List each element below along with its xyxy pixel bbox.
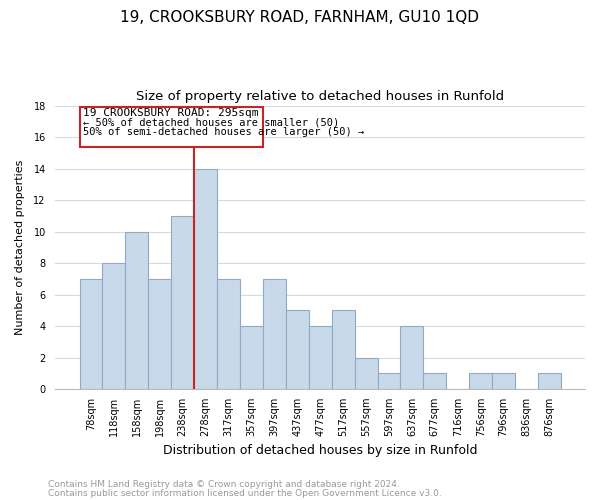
Bar: [377, 374, 400, 389]
Bar: [355, 358, 377, 389]
Text: ← 50% of detached houses are smaller (50): ← 50% of detached houses are smaller (50…: [83, 117, 339, 127]
Bar: [309, 326, 332, 389]
Bar: [469, 374, 492, 389]
Title: Size of property relative to detached houses in Runfold: Size of property relative to detached ho…: [136, 90, 504, 103]
Y-axis label: Number of detached properties: Number of detached properties: [15, 160, 25, 335]
Bar: [538, 374, 561, 389]
Bar: [286, 310, 309, 389]
X-axis label: Distribution of detached houses by size in Runfold: Distribution of detached houses by size …: [163, 444, 478, 458]
Bar: [194, 168, 217, 389]
FancyBboxPatch shape: [80, 107, 263, 148]
Text: Contains public sector information licensed under the Open Government Licence v3: Contains public sector information licen…: [48, 488, 442, 498]
Bar: [217, 279, 240, 389]
Bar: [148, 279, 171, 389]
Text: 19, CROOKSBURY ROAD, FARNHAM, GU10 1QD: 19, CROOKSBURY ROAD, FARNHAM, GU10 1QD: [121, 10, 479, 25]
Bar: [80, 279, 103, 389]
Bar: [424, 374, 446, 389]
Bar: [171, 216, 194, 389]
Bar: [125, 232, 148, 389]
Bar: [400, 326, 424, 389]
Bar: [263, 279, 286, 389]
Bar: [103, 263, 125, 389]
Text: 50% of semi-detached houses are larger (50) →: 50% of semi-detached houses are larger (…: [83, 126, 364, 136]
Text: 19 CROOKSBURY ROAD: 295sqm: 19 CROOKSBURY ROAD: 295sqm: [83, 108, 259, 118]
Text: Contains HM Land Registry data © Crown copyright and database right 2024.: Contains HM Land Registry data © Crown c…: [48, 480, 400, 489]
Bar: [492, 374, 515, 389]
Bar: [332, 310, 355, 389]
Bar: [240, 326, 263, 389]
